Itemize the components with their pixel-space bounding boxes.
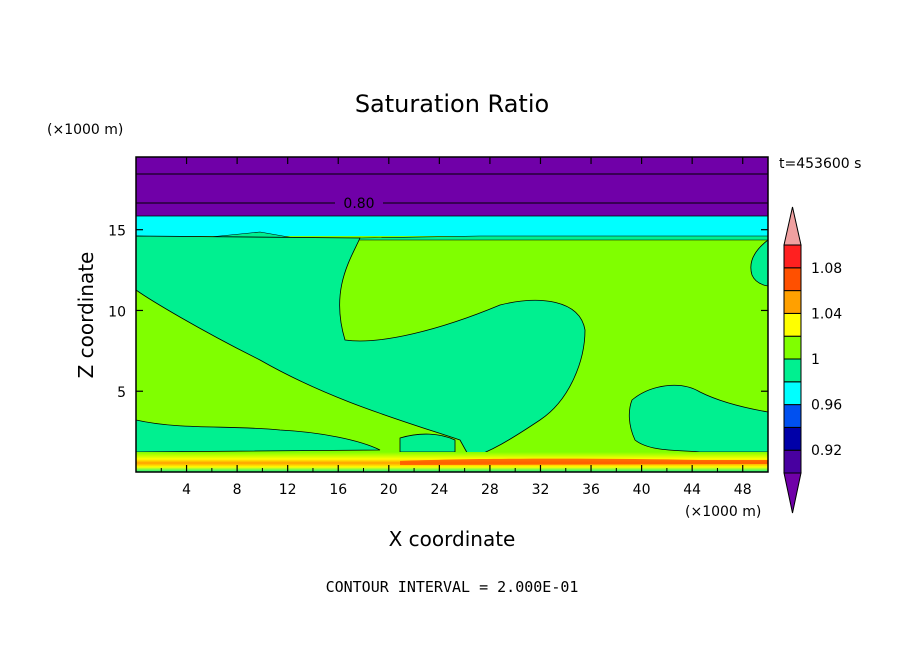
colorbar-band [783,290,802,314]
contour-interval-text: CONTOUR INTERVAL = 2.000E-01 [326,578,579,596]
x-tick-label: 20 [380,482,398,498]
x-tick-label: 12 [279,482,297,498]
x-tick-label: 4 [182,482,191,498]
field-region-right-edge [750,239,768,287]
field-region-transition [136,216,768,236]
colorbar-band [783,381,802,406]
field-region-top [136,157,768,216]
colorbar-band [783,244,802,269]
field-region-left-upper [136,235,586,459]
y-axis-ticks: 5 10 15 [108,224,768,401]
x-tick-label: 40 [633,482,651,498]
colorbar: 1.08 1.04 1 0.96 0.92 [783,206,842,514]
x-axis-unit: (×1000 m) [685,504,761,520]
x-tick-label: 36 [582,482,600,498]
field-region-right-blob [628,385,768,453]
x-tick-label: 48 [734,482,752,498]
x-tick-label: 24 [430,482,448,498]
chart-title: Saturation Ratio [355,90,549,118]
x-tick-label: 32 [532,482,550,498]
contour-label: 0.80 [343,196,374,212]
x-tick-label: 16 [329,482,347,498]
y-axis-label: Z coordinate [74,252,98,379]
colorbar-label: 1 [811,352,820,368]
x-axis-label: X coordinate [389,527,516,551]
colorbar-label: 0.92 [811,443,842,459]
y-tick-label: 15 [108,224,126,240]
colorbar-band [783,312,802,337]
y-axis-unit: (×1000 m) [47,122,123,138]
colorbar-band [783,358,802,383]
colorbar-band [783,335,802,360]
colorbar-band [783,267,802,292]
colorbar-band-max [783,206,802,246]
field-region-left-lower [136,419,381,453]
x-tick-label: 8 [233,482,242,498]
colorbar-band [783,449,802,474]
x-axis-ticks: 4 8 12 16 20 24 28 32 36 40 44 48 [160,157,752,498]
colorbar-label: 1.08 [811,261,842,277]
colorbar-label: 0.96 [811,398,842,414]
x-tick-label: 28 [481,482,499,498]
colorbar-label: 1.04 [811,306,842,322]
x-tick-label: 44 [683,482,701,498]
y-tick-label: 5 [117,385,126,401]
field-region-surface-max [400,458,768,465]
colorbar-band [783,426,802,451]
colorbar-band-min [783,472,802,514]
y-tick-label: 10 [108,304,126,320]
plot-frame [135,156,769,473]
time-label: t=453600 s [779,156,861,172]
saturation-field [136,157,768,472]
field-region-mid-lower [399,433,456,453]
colorbar-band [783,404,802,428]
